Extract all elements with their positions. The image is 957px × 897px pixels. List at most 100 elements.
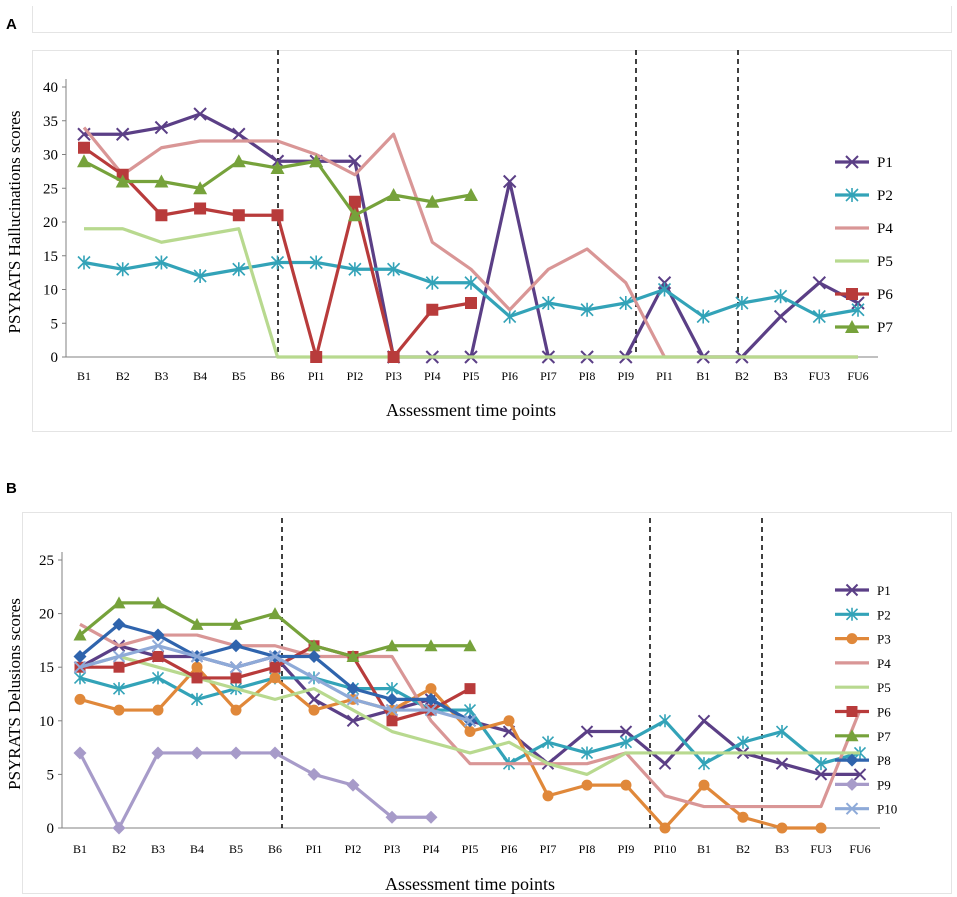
panel-a-legend-label: P7: [877, 320, 893, 336]
panel-a-series-p6-point: [232, 209, 245, 222]
panel-b-x-tick-label: FU6: [849, 842, 870, 856]
panel-a-series-p7-point: [386, 188, 401, 201]
panel-b-series-p5: [79, 654, 860, 776]
panel-b-legend-item-p2: P2: [835, 607, 891, 622]
panel-a-series-p7-point: [115, 174, 130, 188]
panel-a-series-p7-point: [464, 188, 478, 201]
panel-b-series-p2-point: [658, 714, 672, 728]
panel-a-x-tick-label: PI2: [347, 369, 364, 383]
panel-b-series-p3-point: [620, 779, 632, 791]
panel-a-x-tick-label: PI7: [540, 369, 557, 383]
panel-b-series-p6-point: [269, 661, 281, 673]
panel-a-frame: [32, 6, 952, 33]
panel-b-series-p10-point: [307, 671, 321, 685]
panel-b-series-p6-point: [152, 650, 164, 662]
panel-a-series-p2-point: [503, 309, 517, 324]
panel-a-y-tick-label: 15: [43, 249, 58, 265]
panel-a-series-p1-point: [232, 127, 246, 141]
panel-a-legend-label: P6: [877, 287, 893, 303]
panel-a-x-tick-label: B4: [193, 369, 207, 383]
panel-a-series-p5: [84, 227, 858, 359]
panel-b-series-p9-point: [190, 746, 204, 760]
panel-b-x-tick-label: PI1: [306, 842, 323, 856]
panel-b-series-p10-point: [385, 703, 399, 717]
panel-b-series-p3-point: [581, 779, 593, 791]
panel-a-y-tick-label: 25: [43, 181, 58, 197]
panel-b-series-p7-point: [424, 639, 438, 652]
panel-b-legend-label: P10: [877, 802, 897, 817]
panel-b-series-p1-point: [307, 693, 321, 706]
panel-b-series-p10-point: [463, 714, 477, 728]
panel-a-series-p6-point: [271, 209, 284, 222]
panel-b-legend-item-p10: P10: [835, 802, 897, 817]
panel-a-x-tick-label: B1: [696, 369, 710, 383]
panel-a-series-p7: [77, 154, 478, 222]
panel-b-legend-marker: [845, 729, 859, 742]
panel-a-legend-marker: [845, 188, 859, 202]
panel-b-x-tick-label: PI2: [345, 842, 362, 856]
panel-a-legend-label: P5: [877, 254, 893, 270]
panel-b-legend-item-p8: P8: [835, 753, 891, 768]
panel-a-series-p2-point: [696, 309, 710, 324]
panel-a-series-p2-point: [851, 302, 865, 317]
panel-a-series-p7-point: [270, 161, 285, 174]
panel-a-series-p2-point: [387, 262, 401, 277]
panel-a-series-p2-point: [735, 296, 749, 310]
panel-b-series-p3-point: [737, 811, 749, 823]
panel-b-series-p3-point: [230, 704, 242, 716]
panel-a-series-p2-point: [657, 282, 672, 297]
panel-a-x-tick-label: PI3: [385, 369, 402, 383]
panel-b-series-p1-point: [658, 757, 672, 770]
panel-b-legend-marker: [845, 607, 859, 621]
panel-b-y-tick-label: 5: [47, 767, 55, 783]
panel-b-letter: B: [6, 480, 17, 497]
panel-b-series-p10-point: [112, 650, 126, 663]
panel-a-plot-frame: [32, 50, 952, 432]
panel-b-legend-marker: [845, 753, 859, 767]
panel-a-series-p1-point: [154, 120, 169, 135]
panel-b-series-p1-point: [346, 714, 360, 728]
panel-b-x-tick-label: B1: [697, 842, 711, 856]
panel-a-series-p2-point: [619, 296, 633, 310]
panel-b-x-tick-label: B4: [190, 842, 204, 856]
panel-a-legend-item-p1: P1: [835, 155, 893, 171]
panel-a-series-p1-point: [502, 174, 517, 189]
panel-b-x-axis-title: Assessment time points: [385, 874, 555, 894]
panel-a-series-p2-point: [580, 302, 594, 317]
panel-b-x-tick-label: B2: [112, 842, 126, 856]
panel-a-legend-item-p7: P7: [835, 320, 893, 336]
panel-b-x-tick-label: B3: [151, 842, 165, 856]
panel-b-series-p8-point: [385, 692, 399, 706]
panel-a-series-p2-point: [309, 255, 323, 270]
panel-b-series-p7-point: [346, 649, 360, 662]
panel-b-series-p10: [73, 639, 477, 728]
panel-b-series-p2-point: [814, 757, 828, 771]
panel-b-x-tick-label: PI3: [384, 842, 401, 856]
panel-b-series-p10-point: [268, 650, 282, 663]
panel-a-y-tick-label: 30: [43, 148, 58, 164]
panel-b-series-p9-point: [424, 810, 438, 824]
panel-a-x-tick-label: PI6: [501, 369, 518, 383]
panel-a-x-tick-label: PI1: [308, 369, 325, 383]
panel-a-x-tick-label: PI1: [656, 369, 673, 383]
panel-b-series-p7-point: [112, 596, 126, 609]
panel-b-series-p2-point: [736, 735, 750, 749]
panel-b-series-p10-point: [73, 660, 87, 674]
panel-b-legend-label: P1: [877, 583, 891, 598]
panel-b-series-p10-point: [346, 693, 360, 706]
panel-b-legend-marker: [845, 583, 859, 597]
panel-a-series-p1-point: [812, 276, 827, 290]
panel-b-x-tick-label: FU3: [810, 842, 831, 856]
panel-b-legend-item-p7: P7: [835, 729, 891, 744]
panel-b-y-tick-label: 25: [39, 553, 54, 569]
panel-b-series-p3-point: [464, 726, 476, 738]
panel-a-y-tick-label: 40: [43, 80, 58, 96]
panel-a-x-tick-label: B2: [735, 369, 749, 383]
panel-b-series-p3-point: [815, 822, 827, 834]
panel-b-series-p8-point: [229, 639, 243, 653]
panel-a-series-p7-point: [231, 154, 246, 168]
panel-a-series-p7-point: [347, 208, 362, 222]
panel-b-legend-label: P7: [877, 729, 891, 744]
panel-b-series-p7-point: [268, 607, 282, 620]
panel-a-series-p7-point: [77, 154, 91, 168]
